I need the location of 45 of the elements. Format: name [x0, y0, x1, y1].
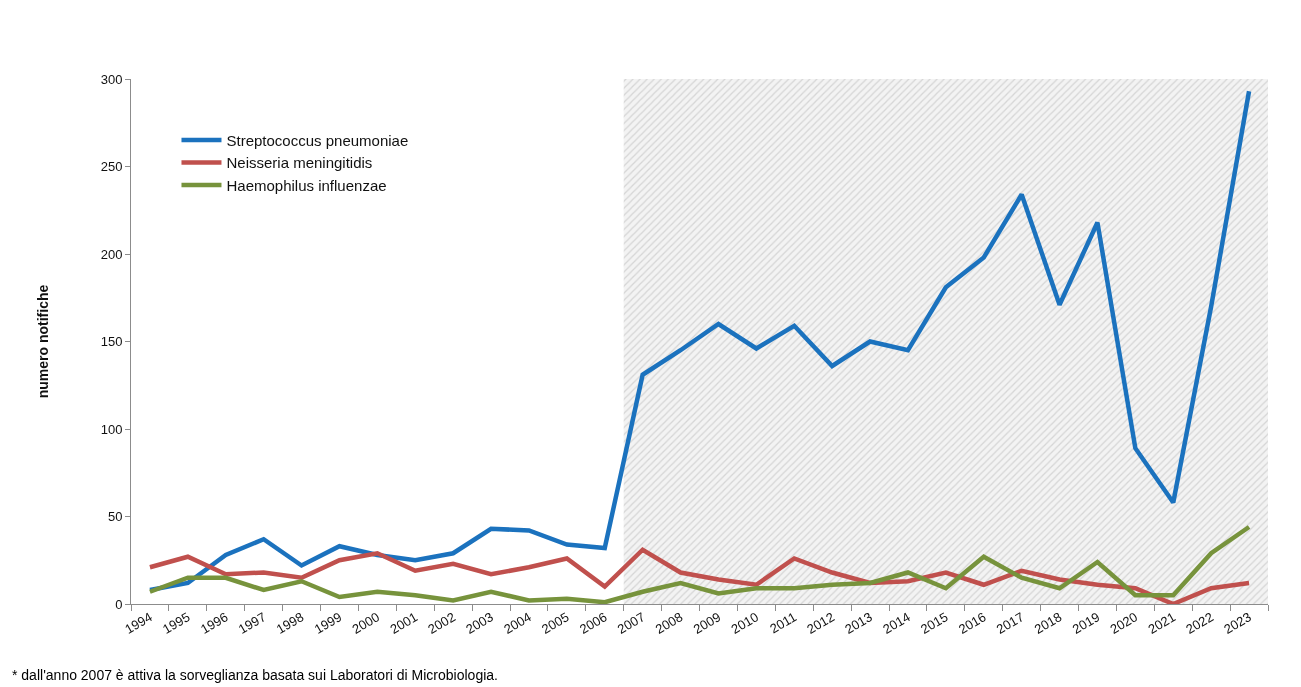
- x-tick-label: 2020: [1107, 609, 1141, 637]
- x-tick-label: 2019: [1069, 609, 1103, 637]
- y-tick-label: 300: [100, 71, 123, 87]
- x-tick-label: 2006: [576, 609, 610, 637]
- x-tick-label: 2023: [1221, 609, 1254, 637]
- x-tick-label: 2008: [652, 609, 686, 637]
- line-series: [147, 89, 1252, 593]
- line-series: [147, 524, 1252, 604]
- x-tick-label: 1996: [197, 609, 231, 637]
- x-tick-label: 2011: [767, 609, 799, 637]
- x-tick-label: 2001: [387, 609, 420, 637]
- x-tick-label: 2022: [1183, 609, 1216, 637]
- legend-label: Haemophilus influenzae: [226, 176, 387, 194]
- x-tick-label: 2009: [690, 609, 724, 637]
- x-tick-label: 2003: [463, 609, 496, 637]
- x-tick-label: 2013: [842, 609, 875, 637]
- legend-label: Streptococcus pneumoniae: [226, 131, 409, 149]
- x-tick-label: 1999: [311, 609, 345, 637]
- y-tick-label: 150: [100, 334, 123, 350]
- y-axis-title: numero notifiche: [35, 284, 52, 399]
- x-tick-label: 2004: [501, 609, 534, 637]
- y-tick-label: 250: [100, 159, 123, 175]
- x-tick-label: 2014: [880, 609, 913, 637]
- y-tick-label: 200: [100, 246, 123, 262]
- x-tick-label: 1998: [273, 609, 307, 637]
- x-tick-label: 2016: [955, 609, 989, 637]
- x-tick-label: 2000: [349, 609, 383, 637]
- x-tick-label: 1997: [235, 609, 269, 637]
- x-tick-label: 2012: [804, 609, 837, 637]
- x-tick-label: 2015: [918, 609, 951, 637]
- x-tick-label: 2010: [728, 609, 762, 637]
- x-tick-label: 1994: [122, 609, 155, 637]
- line-series: [147, 547, 1252, 604]
- x-tick-label: 2021: [1145, 609, 1178, 637]
- x-tick-label: 2007: [614, 609, 648, 637]
- text: * dall'anno 2007 è attiva la sorveglianza basata sui Laboratori di Microbiologia.: [12, 667, 498, 683]
- y-tick-label: 100: [100, 421, 123, 437]
- x-tick-label: 1995: [160, 609, 193, 637]
- legend-label: Neisseria meningitidis: [226, 154, 373, 172]
- y-tick-label: 0: [115, 596, 123, 612]
- x-tick-label: 2017: [993, 609, 1027, 637]
- x-tick-label: 2002: [425, 609, 458, 637]
- y-tick-label: 50: [107, 509, 123, 525]
- x-tick-label: 2005: [539, 609, 572, 637]
- x-tick-label: 2018: [1031, 609, 1065, 637]
